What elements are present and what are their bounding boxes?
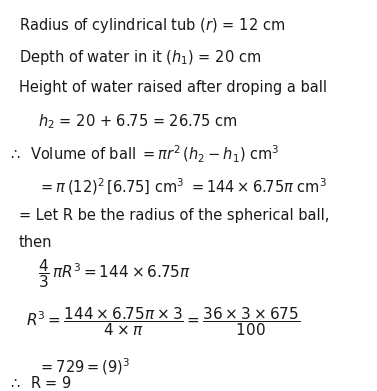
Text: then: then bbox=[19, 235, 52, 249]
Text: $h_2$ = 20 + 6.75 = 26.75 cm: $h_2$ = 20 + 6.75 = 26.75 cm bbox=[38, 112, 237, 131]
Text: $= 729 = (9)^3$: $= 729 = (9)^3$ bbox=[38, 356, 130, 377]
Text: $\therefore\,$ Volume of ball $= \pi r^2\,(h_2 - h_1)$ cm$^3$: $\therefore\,$ Volume of ball $= \pi r^2… bbox=[8, 144, 279, 165]
Text: Height of water raised after droping a ball: Height of water raised after droping a b… bbox=[19, 80, 327, 95]
Text: $R^3 = \dfrac{144 \times 6.75\pi \times 3}{4 \times \pi} = \dfrac{36 \times 3 \t: $R^3 = \dfrac{144 \times 6.75\pi \times … bbox=[26, 305, 300, 338]
Text: $\dfrac{4}{3}\,\pi R^3 = 144 \times 6.75\pi$: $\dfrac{4}{3}\,\pi R^3 = 144 \times 6.75… bbox=[38, 257, 191, 290]
Text: $\therefore\,$ R = 9: $\therefore\,$ R = 9 bbox=[8, 375, 72, 391]
Text: = Let R be the radius of the spherical ball,: = Let R be the radius of the spherical b… bbox=[19, 208, 329, 223]
Text: Depth of water in it ($h_1$) = 20 cm: Depth of water in it ($h_1$) = 20 cm bbox=[19, 48, 261, 67]
Text: Radius of cylindrical tub ($r$) = 12 cm: Radius of cylindrical tub ($r$) = 12 cm bbox=[19, 16, 285, 35]
Text: $= \pi\,(12)^2\,[6.75]$ cm$^3$ $= 144 \times 6.75\pi$ cm$^3$: $= \pi\,(12)^2\,[6.75]$ cm$^3$ $= 144 \t… bbox=[38, 176, 327, 197]
